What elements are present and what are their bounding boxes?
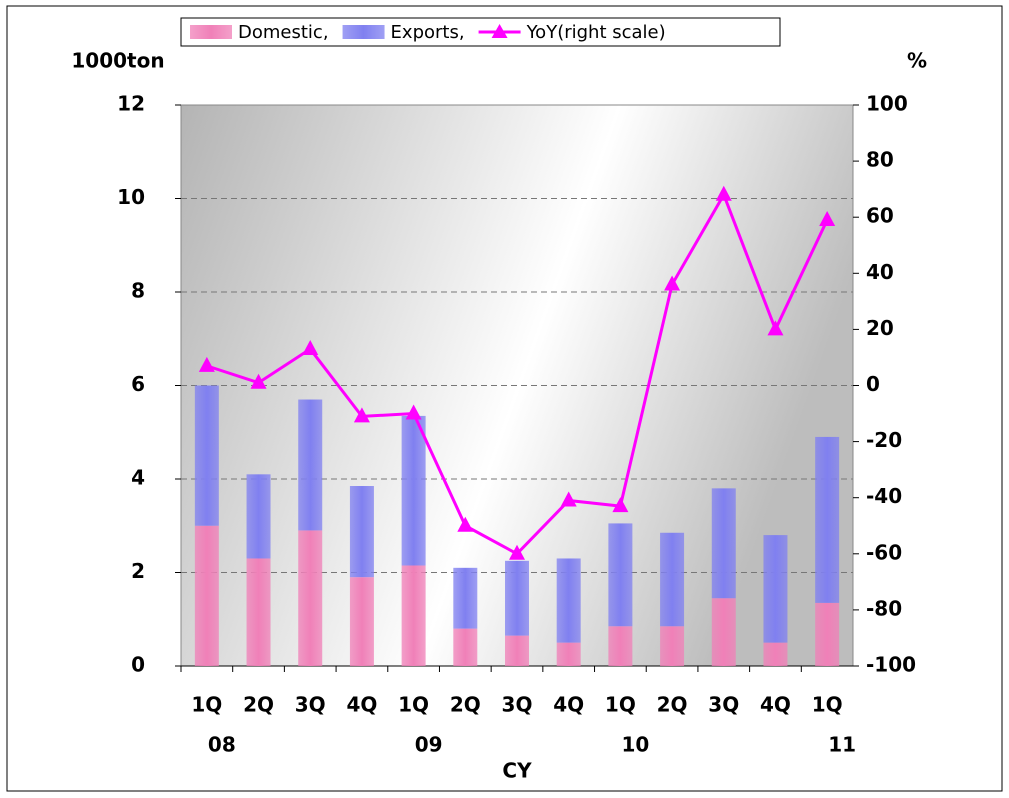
marker <box>302 340 319 356</box>
legend-swatch <box>342 25 385 39</box>
x-group-label: 08 <box>208 733 236 757</box>
legend-marker <box>491 24 508 38</box>
x-tick-label: 2Q <box>450 693 481 717</box>
bar <box>246 474 271 559</box>
bar <box>660 532 685 627</box>
x-group-label: 11 <box>828 733 856 757</box>
y2-tick-label: 60 <box>866 204 894 228</box>
bar <box>349 577 374 666</box>
legend-swatch <box>190 25 232 39</box>
x-tick-label: 1Q <box>398 693 429 717</box>
x-tick-label: 3Q <box>502 693 533 717</box>
legend-label: Domestic, <box>238 22 329 43</box>
x-tick-label: 1Q <box>191 693 222 717</box>
bar <box>349 486 374 578</box>
bar <box>298 399 323 531</box>
bar <box>711 488 736 599</box>
y2-tick-label: -20 <box>866 428 902 452</box>
bar <box>453 567 478 629</box>
marker <box>560 491 577 507</box>
bar <box>815 602 840 666</box>
bar <box>711 598 736 666</box>
x-tick-label: 4Q <box>346 693 377 717</box>
bar <box>763 535 788 643</box>
bar <box>401 415 426 566</box>
bar <box>298 530 323 666</box>
y-tick-label: 10 <box>117 185 145 209</box>
y2-tick-label: 20 <box>866 316 894 340</box>
x-tick-label: 4Q <box>760 693 791 717</box>
y2-tick-label: -40 <box>866 484 902 508</box>
bar <box>194 525 219 666</box>
y2-tick-label: 40 <box>866 260 894 284</box>
marker <box>715 185 732 201</box>
y2-tick-label: -100 <box>866 653 916 677</box>
bar <box>608 626 633 666</box>
y2-axis-title: % <box>907 49 927 73</box>
marker <box>457 516 474 532</box>
marker <box>405 404 422 420</box>
y-tick-label: 2 <box>131 559 145 583</box>
marker <box>198 356 215 372</box>
x-tick-label: 2Q <box>243 693 274 717</box>
bar <box>453 628 478 666</box>
bar <box>194 385 219 526</box>
x-tick-label: 3Q <box>708 693 739 717</box>
bar <box>505 560 529 636</box>
y2-tick-label: 100 <box>866 92 908 116</box>
bar <box>401 565 426 666</box>
y-tick-label: 8 <box>131 279 145 303</box>
y2-tick-label: -80 <box>866 596 902 620</box>
bar <box>608 523 633 627</box>
y2-tick-label: -60 <box>866 540 902 564</box>
x-tick-label: 1Q <box>812 693 843 717</box>
x-axis-title: CY <box>502 759 532 783</box>
marker <box>664 275 681 291</box>
legend-label: YoY(right scale) <box>526 22 666 43</box>
y-tick-label: 6 <box>131 372 145 396</box>
y2-tick-label: 80 <box>866 148 894 172</box>
marker <box>353 407 370 423</box>
y-axis-title: 1000ton <box>71 49 164 73</box>
x-tick-label: 4Q <box>553 693 584 717</box>
marker <box>250 373 267 389</box>
x-tick-label: 2Q <box>657 693 688 717</box>
bar <box>815 436 840 603</box>
y-tick-label: 4 <box>131 466 145 490</box>
marker <box>612 497 629 513</box>
marker <box>767 320 784 336</box>
bar <box>246 558 271 666</box>
marker <box>819 211 836 227</box>
y-tick-label: 12 <box>117 92 145 116</box>
bar <box>505 635 529 666</box>
marker <box>509 544 525 560</box>
bar <box>556 558 581 643</box>
x-group-label: 09 <box>415 733 443 757</box>
y-tick-label: 0 <box>131 653 145 677</box>
x-tick-label: 3Q <box>295 693 326 717</box>
legend-label: Exports, <box>391 22 465 43</box>
bar <box>556 642 581 666</box>
bar <box>660 626 685 666</box>
bar <box>763 642 788 666</box>
y2-tick-label: 0 <box>866 372 880 396</box>
x-tick-label: 1Q <box>605 693 636 717</box>
x-group-label: 10 <box>621 733 649 757</box>
